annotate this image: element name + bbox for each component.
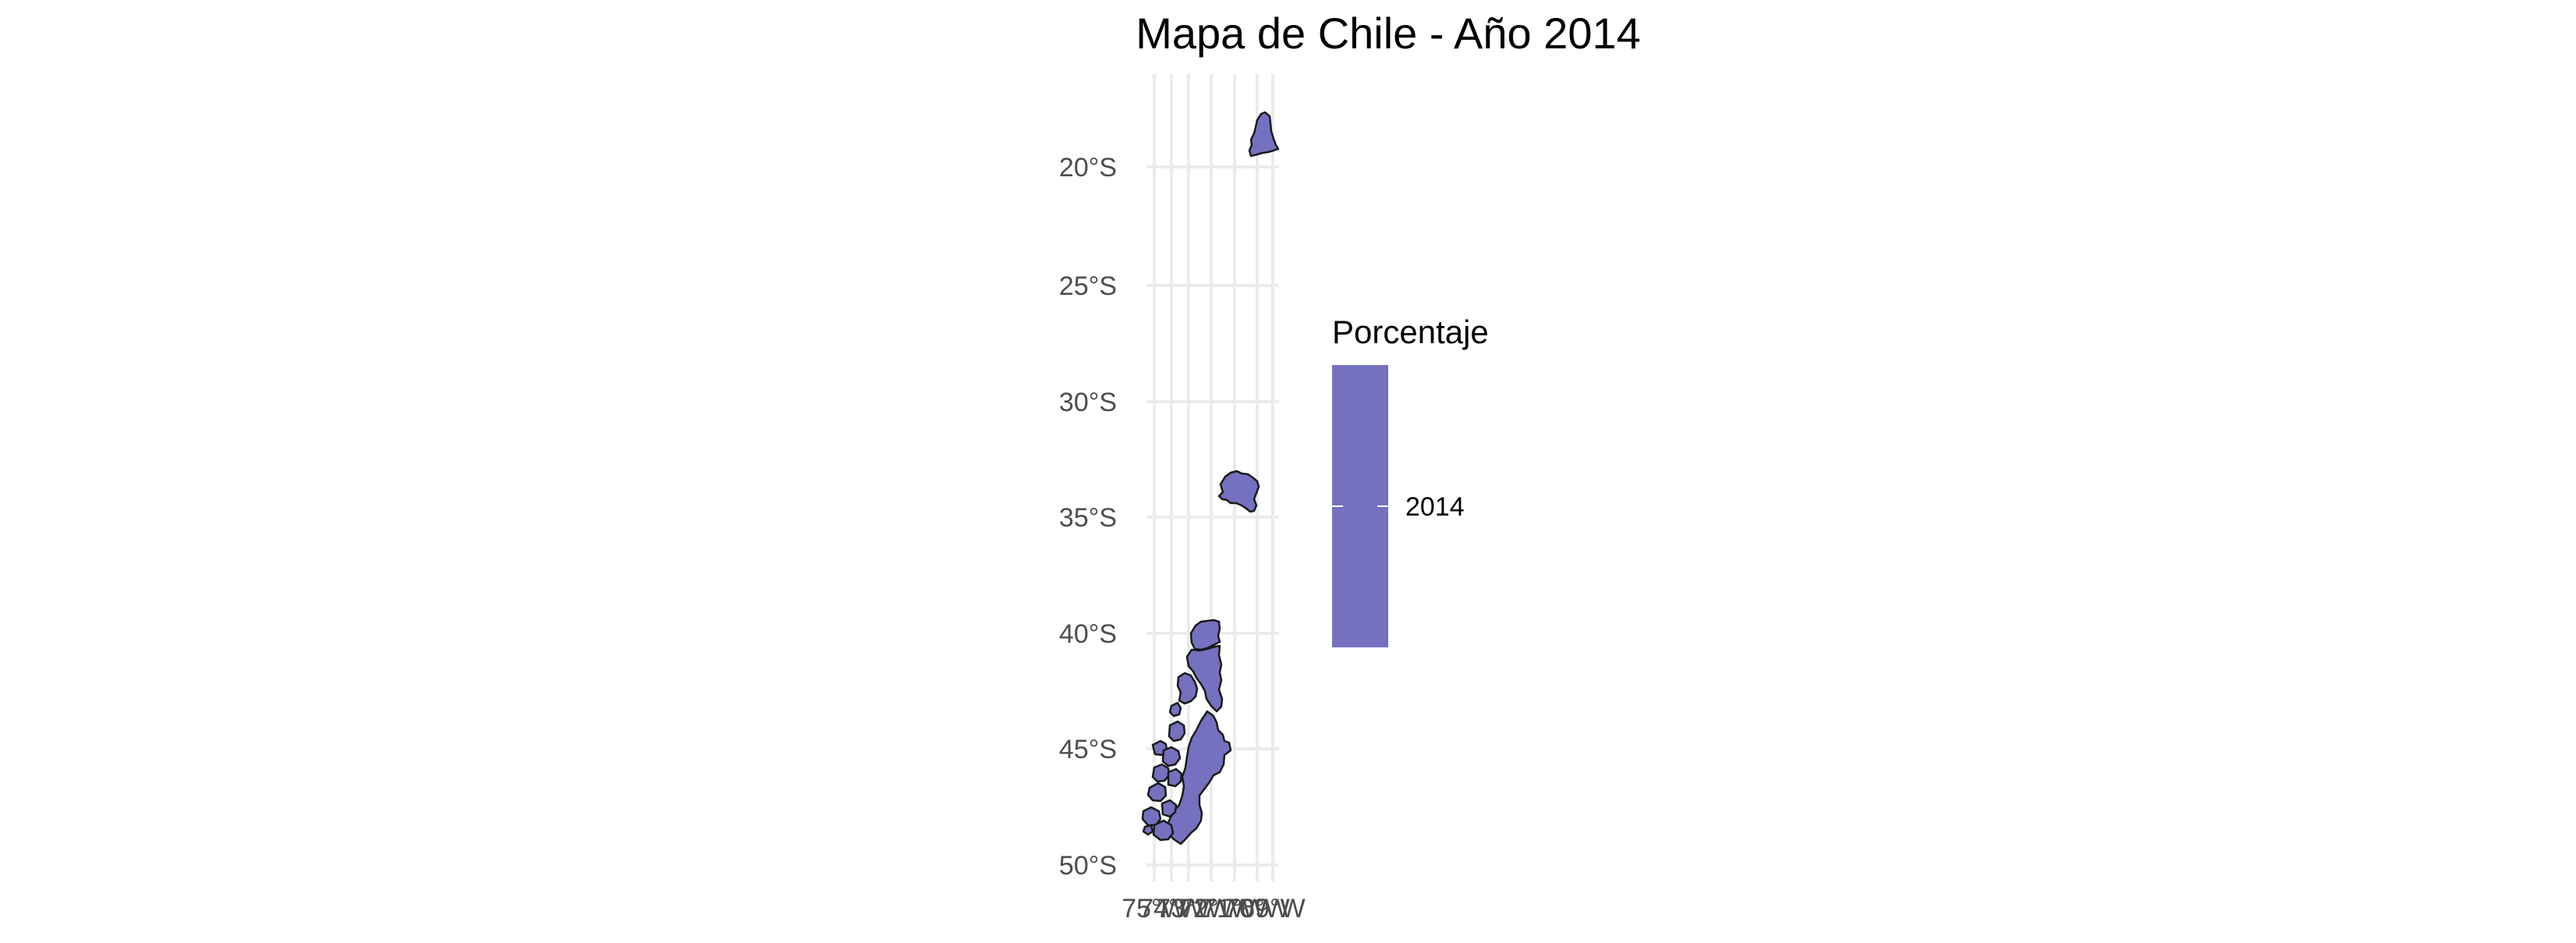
x-tick-label: 69°W (1240, 894, 1306, 924)
y-tick-label: 40°S (1059, 619, 1117, 649)
y-tick-label: 45°S (1059, 735, 1117, 764)
region-aysen-island[interactable] (1141, 806, 1162, 827)
region-valparaiso[interactable] (1217, 470, 1260, 513)
region-los-lagos[interactable] (1185, 644, 1224, 713)
x-tick-label: 74°W (1139, 894, 1204, 924)
x-tick-label: 75°W (1121, 894, 1187, 924)
region-aysen-island[interactable] (1152, 819, 1175, 842)
legend-label: 2014 (1405, 492, 1465, 522)
region-aysen-island[interactable] (1168, 720, 1186, 743)
y-tick-label: 25°S (1059, 271, 1117, 301)
region-aysen-island[interactable] (1146, 782, 1168, 803)
regions-layer (1141, 111, 1280, 846)
x-tick-label: 73°W (1156, 894, 1221, 924)
region-arica-y-parinacota[interactable] (1248, 111, 1280, 158)
region-aysen-island[interactable] (1161, 746, 1182, 768)
y-tick-label: 50°S (1059, 851, 1117, 881)
legend: Porcentaje 2014 (1332, 314, 1489, 647)
region-aysen[interactable] (1165, 710, 1232, 846)
region-aysen-island[interactable] (1142, 824, 1154, 836)
region-aysen-island[interactable] (1151, 763, 1171, 783)
region-los-lagos-island[interactable] (1168, 701, 1182, 718)
x-axis-labels: 75°W 74°W 73°W 72°W 71°W 70°W 69°W (1121, 894, 1306, 924)
x-tick-label: 72°W (1178, 894, 1244, 924)
legend-title: Porcentaje (1332, 314, 1489, 350)
region-aysen-island[interactable] (1160, 799, 1178, 818)
y-tick-label: 30°S (1059, 388, 1117, 417)
region-los-rios[interactable] (1189, 619, 1221, 651)
region-los-lagos-chiloe[interactable] (1176, 672, 1199, 705)
x-tick-label: 70°W (1224, 894, 1290, 924)
map-title: Mapa de Chile - Año 2014 (1136, 9, 1641, 58)
x-tick-label: 71°W (1202, 894, 1267, 924)
y-tick-label: 35°S (1059, 503, 1117, 533)
y-axis-labels: 20°S 25°S 30°S 35°S 40°S 45°S 50°S (1059, 153, 1117, 881)
region-aysen-island[interactable] (1167, 768, 1183, 788)
y-tick-label: 20°S (1059, 153, 1117, 183)
